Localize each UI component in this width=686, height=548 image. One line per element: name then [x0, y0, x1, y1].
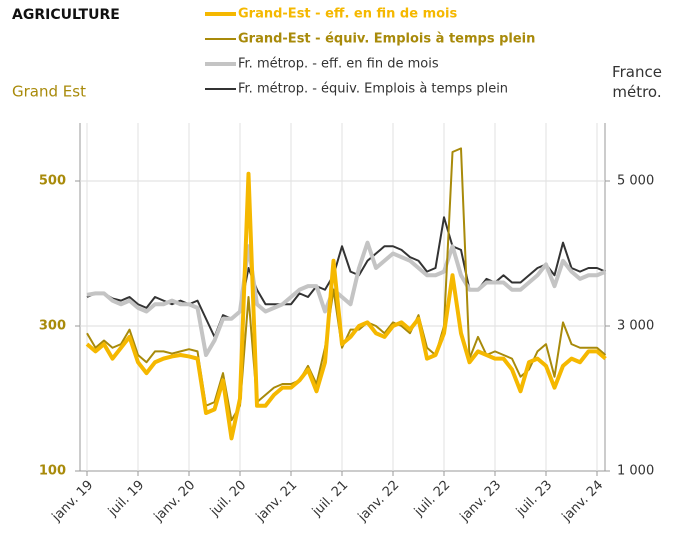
y2-axis-title: France métro. [612, 63, 662, 101]
y2-tick-label: 3 000 [617, 319, 654, 334]
x-tick-label: janv. 20 [151, 478, 199, 526]
x-tick-label: janv. 22 [355, 478, 403, 526]
y-tick-label: 500 [39, 174, 66, 189]
x-tick-label: juil. 20 [207, 478, 249, 520]
series-line [86, 240, 607, 357]
y-tick-label: 300 [39, 319, 66, 334]
y2-tick-label: 1 000 [617, 464, 654, 479]
x-tick-label: janv. 24 [559, 478, 607, 526]
y2-tick-label: 5 000 [617, 174, 654, 189]
x-tick-label: janv. 19 [49, 478, 97, 526]
series-line [86, 216, 606, 338]
y-axis-title: Grand Est [12, 83, 86, 101]
y-tick-label: 100 [39, 464, 66, 479]
x-tick-label: juil. 21 [309, 478, 351, 520]
x-tick-label: juil. 23 [513, 478, 555, 520]
x-tick-label: janv. 21 [253, 478, 301, 526]
x-tick-label: juil. 19 [105, 478, 147, 520]
legend-label: Grand-Est - eff. en fin de mois [238, 7, 457, 22]
x-tick-label: juil. 22 [411, 478, 453, 520]
legend-label: Fr. métrop. - eff. en fin de mois [238, 57, 439, 72]
legend-label: Fr. métrop. - équiv. Emplois à temps ple… [238, 82, 508, 97]
chart-title: AGRICULTURE [12, 7, 120, 23]
x-tick-label: janv. 23 [457, 478, 505, 526]
legend-label: Grand-Est - équiv. Emplois à temps plein [238, 32, 535, 47]
series-line [85, 171, 607, 441]
